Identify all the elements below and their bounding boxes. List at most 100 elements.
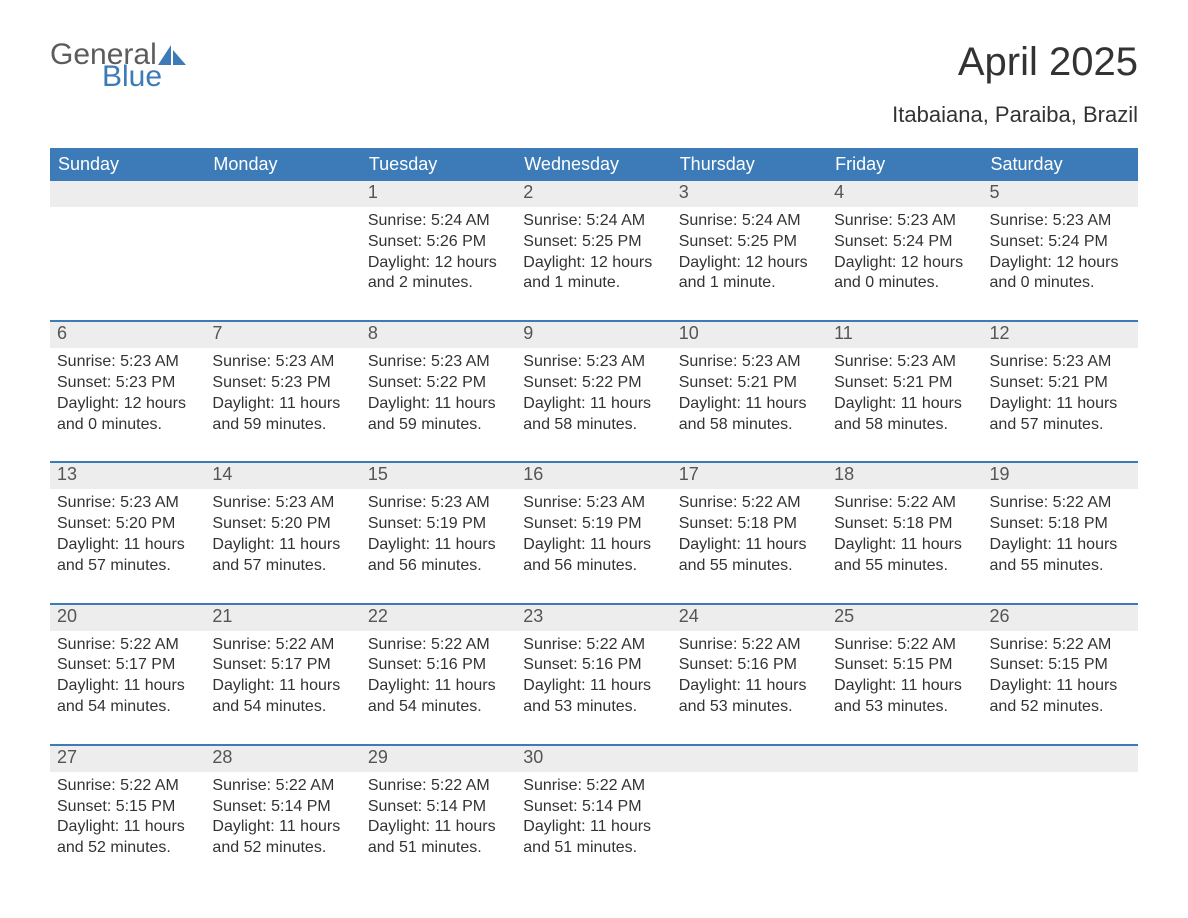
daylight-text: Daylight: 11 hours and 56 minutes. <box>368 535 509 577</box>
daylight-text: Daylight: 11 hours and 51 minutes. <box>368 817 509 859</box>
day-details: Sunrise: 5:23 AMSunset: 5:22 PMDaylight:… <box>516 348 671 437</box>
daylight-text: Daylight: 12 hours and 0 minutes. <box>990 253 1131 295</box>
sunset-text: Sunset: 5:18 PM <box>834 514 975 535</box>
calendar-day: 8Sunrise: 5:23 AMSunset: 5:22 PMDaylight… <box>361 322 516 437</box>
sunrise-text: Sunrise: 5:22 AM <box>679 635 820 656</box>
day-details: Sunrise: 5:23 AMSunset: 5:24 PMDaylight:… <box>827 207 982 296</box>
day-details: Sunrise: 5:23 AMSunset: 5:23 PMDaylight:… <box>50 348 205 437</box>
day-number: 12 <box>983 322 1138 348</box>
daylight-text: Daylight: 11 hours and 53 minutes. <box>679 676 820 718</box>
daylight-text: Daylight: 11 hours and 57 minutes. <box>212 535 353 577</box>
day-details: Sunrise: 5:23 AMSunset: 5:21 PMDaylight:… <box>983 348 1138 437</box>
day-details: Sunrise: 5:24 AMSunset: 5:25 PMDaylight:… <box>672 207 827 296</box>
day-number: 15 <box>361 463 516 489</box>
day-details: Sunrise: 5:22 AMSunset: 5:15 PMDaylight:… <box>983 631 1138 720</box>
daylight-text: Daylight: 12 hours and 2 minutes. <box>368 253 509 295</box>
day-number: 14 <box>205 463 360 489</box>
calendar-day: 6Sunrise: 5:23 AMSunset: 5:23 PMDaylight… <box>50 322 205 437</box>
calendar-day: 3Sunrise: 5:24 AMSunset: 5:25 PMDaylight… <box>672 181 827 296</box>
day-details: Sunrise: 5:22 AMSunset: 5:18 PMDaylight:… <box>827 489 982 578</box>
day-number: 22 <box>361 605 516 631</box>
day-details: Sunrise: 5:24 AMSunset: 5:25 PMDaylight:… <box>516 207 671 296</box>
header: General Blue April 2025 Itabaiana, Parai… <box>50 40 1138 128</box>
daylight-text: Daylight: 11 hours and 54 minutes. <box>57 676 198 718</box>
sunset-text: Sunset: 5:23 PM <box>212 373 353 394</box>
sunrise-text: Sunrise: 5:23 AM <box>212 352 353 373</box>
calendar-week: 27Sunrise: 5:22 AMSunset: 5:15 PMDayligh… <box>50 744 1138 861</box>
calendar-day: 7Sunrise: 5:23 AMSunset: 5:23 PMDaylight… <box>205 322 360 437</box>
day-number: 28 <box>205 746 360 772</box>
daylight-text: Daylight: 11 hours and 59 minutes. <box>212 394 353 436</box>
sunrise-text: Sunrise: 5:22 AM <box>212 635 353 656</box>
sunrise-text: Sunrise: 5:23 AM <box>368 352 509 373</box>
sunrise-text: Sunrise: 5:23 AM <box>834 211 975 232</box>
sunrise-text: Sunrise: 5:22 AM <box>679 493 820 514</box>
day-number: 25 <box>827 605 982 631</box>
daylight-text: Daylight: 11 hours and 52 minutes. <box>57 817 198 859</box>
day-details: Sunrise: 5:22 AMSunset: 5:14 PMDaylight:… <box>361 772 516 861</box>
sunrise-text: Sunrise: 5:23 AM <box>523 352 664 373</box>
sunset-text: Sunset: 5:15 PM <box>990 655 1131 676</box>
day-details: Sunrise: 5:22 AMSunset: 5:16 PMDaylight:… <box>516 631 671 720</box>
daylight-text: Daylight: 11 hours and 51 minutes. <box>523 817 664 859</box>
daylight-text: Daylight: 11 hours and 58 minutes. <box>834 394 975 436</box>
daylight-text: Daylight: 11 hours and 54 minutes. <box>368 676 509 718</box>
day-details: Sunrise: 5:22 AMSunset: 5:18 PMDaylight:… <box>672 489 827 578</box>
day-number <box>205 181 360 207</box>
calendar-week: 13Sunrise: 5:23 AMSunset: 5:20 PMDayligh… <box>50 461 1138 578</box>
day-number: 27 <box>50 746 205 772</box>
day-details: Sunrise: 5:23 AMSunset: 5:23 PMDaylight:… <box>205 348 360 437</box>
sunset-text: Sunset: 5:25 PM <box>523 232 664 253</box>
sunset-text: Sunset: 5:14 PM <box>212 797 353 818</box>
calendar-day: 23Sunrise: 5:22 AMSunset: 5:16 PMDayligh… <box>516 605 671 720</box>
day-details: Sunrise: 5:23 AMSunset: 5:21 PMDaylight:… <box>672 348 827 437</box>
calendar-day: 14Sunrise: 5:23 AMSunset: 5:20 PMDayligh… <box>205 463 360 578</box>
day-details: Sunrise: 5:22 AMSunset: 5:15 PMDaylight:… <box>827 631 982 720</box>
sunrise-text: Sunrise: 5:22 AM <box>990 493 1131 514</box>
sunset-text: Sunset: 5:17 PM <box>212 655 353 676</box>
day-details: Sunrise: 5:23 AMSunset: 5:20 PMDaylight:… <box>205 489 360 578</box>
day-details: Sunrise: 5:22 AMSunset: 5:15 PMDaylight:… <box>50 772 205 861</box>
sunrise-text: Sunrise: 5:22 AM <box>834 635 975 656</box>
sunset-text: Sunset: 5:21 PM <box>834 373 975 394</box>
calendar-day: 24Sunrise: 5:22 AMSunset: 5:16 PMDayligh… <box>672 605 827 720</box>
day-details <box>983 772 1138 832</box>
daylight-text: Daylight: 11 hours and 53 minutes. <box>834 676 975 718</box>
calendar-day: 16Sunrise: 5:23 AMSunset: 5:19 PMDayligh… <box>516 463 671 578</box>
sunset-text: Sunset: 5:22 PM <box>523 373 664 394</box>
sunrise-text: Sunrise: 5:24 AM <box>368 211 509 232</box>
calendar-day: 26Sunrise: 5:22 AMSunset: 5:15 PMDayligh… <box>983 605 1138 720</box>
day-number: 8 <box>361 322 516 348</box>
sunset-text: Sunset: 5:14 PM <box>368 797 509 818</box>
day-details: Sunrise: 5:23 AMSunset: 5:22 PMDaylight:… <box>361 348 516 437</box>
daylight-text: Daylight: 11 hours and 55 minutes. <box>679 535 820 577</box>
day-details: Sunrise: 5:22 AMSunset: 5:17 PMDaylight:… <box>50 631 205 720</box>
day-details <box>50 207 205 267</box>
calendar-day: 17Sunrise: 5:22 AMSunset: 5:18 PMDayligh… <box>672 463 827 578</box>
day-details: Sunrise: 5:22 AMSunset: 5:14 PMDaylight:… <box>205 772 360 861</box>
day-number: 18 <box>827 463 982 489</box>
daylight-text: Daylight: 11 hours and 52 minutes. <box>990 676 1131 718</box>
daylight-text: Daylight: 11 hours and 57 minutes. <box>990 394 1131 436</box>
daylight-text: Daylight: 11 hours and 53 minutes. <box>523 676 664 718</box>
day-details: Sunrise: 5:24 AMSunset: 5:26 PMDaylight:… <box>361 207 516 296</box>
sunset-text: Sunset: 5:16 PM <box>368 655 509 676</box>
sunset-text: Sunset: 5:24 PM <box>834 232 975 253</box>
calendar-day: 28Sunrise: 5:22 AMSunset: 5:14 PMDayligh… <box>205 746 360 861</box>
calendar-day: 2Sunrise: 5:24 AMSunset: 5:25 PMDaylight… <box>516 181 671 296</box>
day-number: 2 <box>516 181 671 207</box>
sunset-text: Sunset: 5:25 PM <box>679 232 820 253</box>
sunset-text: Sunset: 5:19 PM <box>368 514 509 535</box>
weekday-header: Tuesday <box>361 148 516 181</box>
calendar-week: 6Sunrise: 5:23 AMSunset: 5:23 PMDaylight… <box>50 320 1138 437</box>
calendar-week: 20Sunrise: 5:22 AMSunset: 5:17 PMDayligh… <box>50 603 1138 720</box>
sunrise-text: Sunrise: 5:22 AM <box>523 635 664 656</box>
day-number <box>983 746 1138 772</box>
sunrise-text: Sunrise: 5:22 AM <box>57 776 198 797</box>
sunrise-text: Sunrise: 5:23 AM <box>368 493 509 514</box>
sunrise-text: Sunrise: 5:24 AM <box>679 211 820 232</box>
day-details: Sunrise: 5:22 AMSunset: 5:16 PMDaylight:… <box>361 631 516 720</box>
day-number: 11 <box>827 322 982 348</box>
day-number: 30 <box>516 746 671 772</box>
logo: General Blue <box>50 40 187 92</box>
